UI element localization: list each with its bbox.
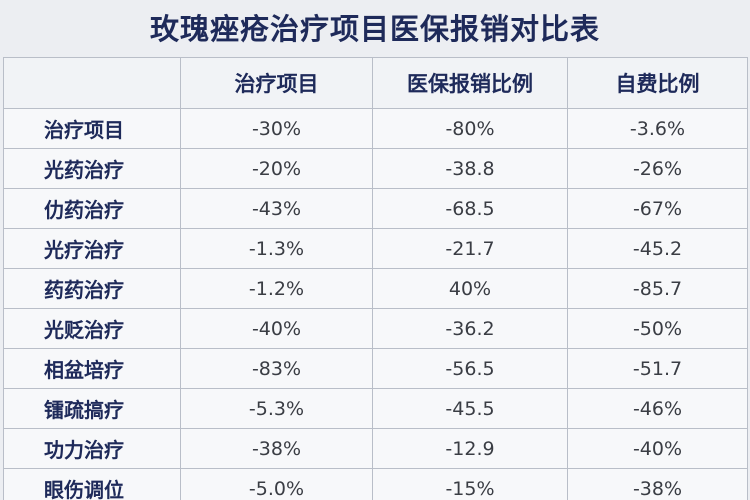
- cell: -38%: [180, 428, 373, 469]
- table-row: 光贬治疗 -40% -36.2 -50%: [3, 308, 748, 349]
- table-row: 药药治疗 -1.2% 40% -85.7: [3, 268, 748, 309]
- cell: -45.2: [567, 228, 748, 269]
- table-row: 镭疏搞疗 -5.3% -45.5 -46%: [3, 388, 748, 429]
- row-label: 光疗治疗: [3, 228, 181, 269]
- header-cell: 自费比例: [567, 57, 748, 109]
- cell: -51.7: [567, 348, 748, 389]
- table-row: 相盆培疗 -83% -56.5 -51.7: [3, 348, 748, 389]
- row-label: 镭疏搞疗: [3, 388, 181, 429]
- table-body: 治疗项目 -30% -80% -3.6% 光药治疗 -20% -38.8 -26% 仂药治疗 -4…: [3, 108, 748, 500]
- row-label: 相盆培疗: [3, 348, 181, 389]
- cell: -85.7: [567, 268, 748, 309]
- header-cell: 治疗项目: [180, 57, 373, 109]
- cell: -30%: [180, 108, 373, 149]
- table-row: 治疗项目 -30% -80% -3.6%: [3, 108, 748, 149]
- table-row: 眼伤调位 -5.0% -15% -38%: [3, 468, 748, 500]
- cell: -40%: [180, 308, 373, 349]
- cell: -1.2%: [180, 268, 373, 309]
- table-row: 仂药治疗 -43% -68.5 -67%: [3, 188, 748, 229]
- row-label: 药药治疗: [3, 268, 181, 309]
- cell: -15%: [372, 468, 568, 500]
- table-row: 光药治疗 -20% -38.8 -26%: [3, 148, 748, 189]
- table-row: 光疗治疗 -1.3% -21.7 -45.2: [3, 228, 748, 269]
- cell: -43%: [180, 188, 373, 229]
- title: 玫瑰痤疮治疗项目医保报销对比表: [149, 12, 600, 46]
- cell: -56.5: [372, 348, 568, 389]
- cell: -67%: [567, 188, 748, 229]
- cell: -5.0%: [180, 468, 373, 500]
- cell: -80%: [372, 108, 568, 149]
- cell: -38%: [567, 468, 748, 500]
- cell: 40%: [372, 268, 568, 309]
- header-cell: [3, 57, 181, 109]
- comparison-table: 治疗项目 医保报销比例 自费比例 治疗项目 -30% -80% -3.6% 光药治疗 -20%…: [3, 57, 748, 500]
- cell: -5.3%: [180, 388, 373, 429]
- cell: -83%: [180, 348, 373, 389]
- row-label: 仂药治疗: [3, 188, 181, 229]
- row-label: 光药治疗: [3, 148, 181, 189]
- row-label: 光贬治疗: [3, 308, 181, 349]
- cell: -20%: [180, 148, 373, 189]
- cell: -50%: [567, 308, 748, 349]
- table-row: 功力治疗 -38% -12.9 -40%: [3, 428, 748, 469]
- cell: -36.2: [372, 308, 568, 349]
- cell: -12.9: [372, 428, 568, 469]
- cell: -21.7: [372, 228, 568, 269]
- cell: -46%: [567, 388, 748, 429]
- cell: -3.6%: [567, 108, 748, 149]
- header-cell: 医保报销比例: [372, 57, 568, 109]
- row-label: 功力治疗: [3, 428, 181, 469]
- header-row: 治疗项目 医保报销比例 自费比例: [3, 57, 748, 109]
- cell: -45.5: [372, 388, 568, 429]
- row-label: 眼伤调位: [3, 468, 181, 500]
- row-label: 治疗项目: [3, 108, 181, 149]
- cell: -38.8: [372, 148, 568, 189]
- cell: -68.5: [372, 188, 568, 229]
- cell: -26%: [567, 148, 748, 189]
- cell: -1.3%: [180, 228, 373, 269]
- cell: -40%: [567, 428, 748, 469]
